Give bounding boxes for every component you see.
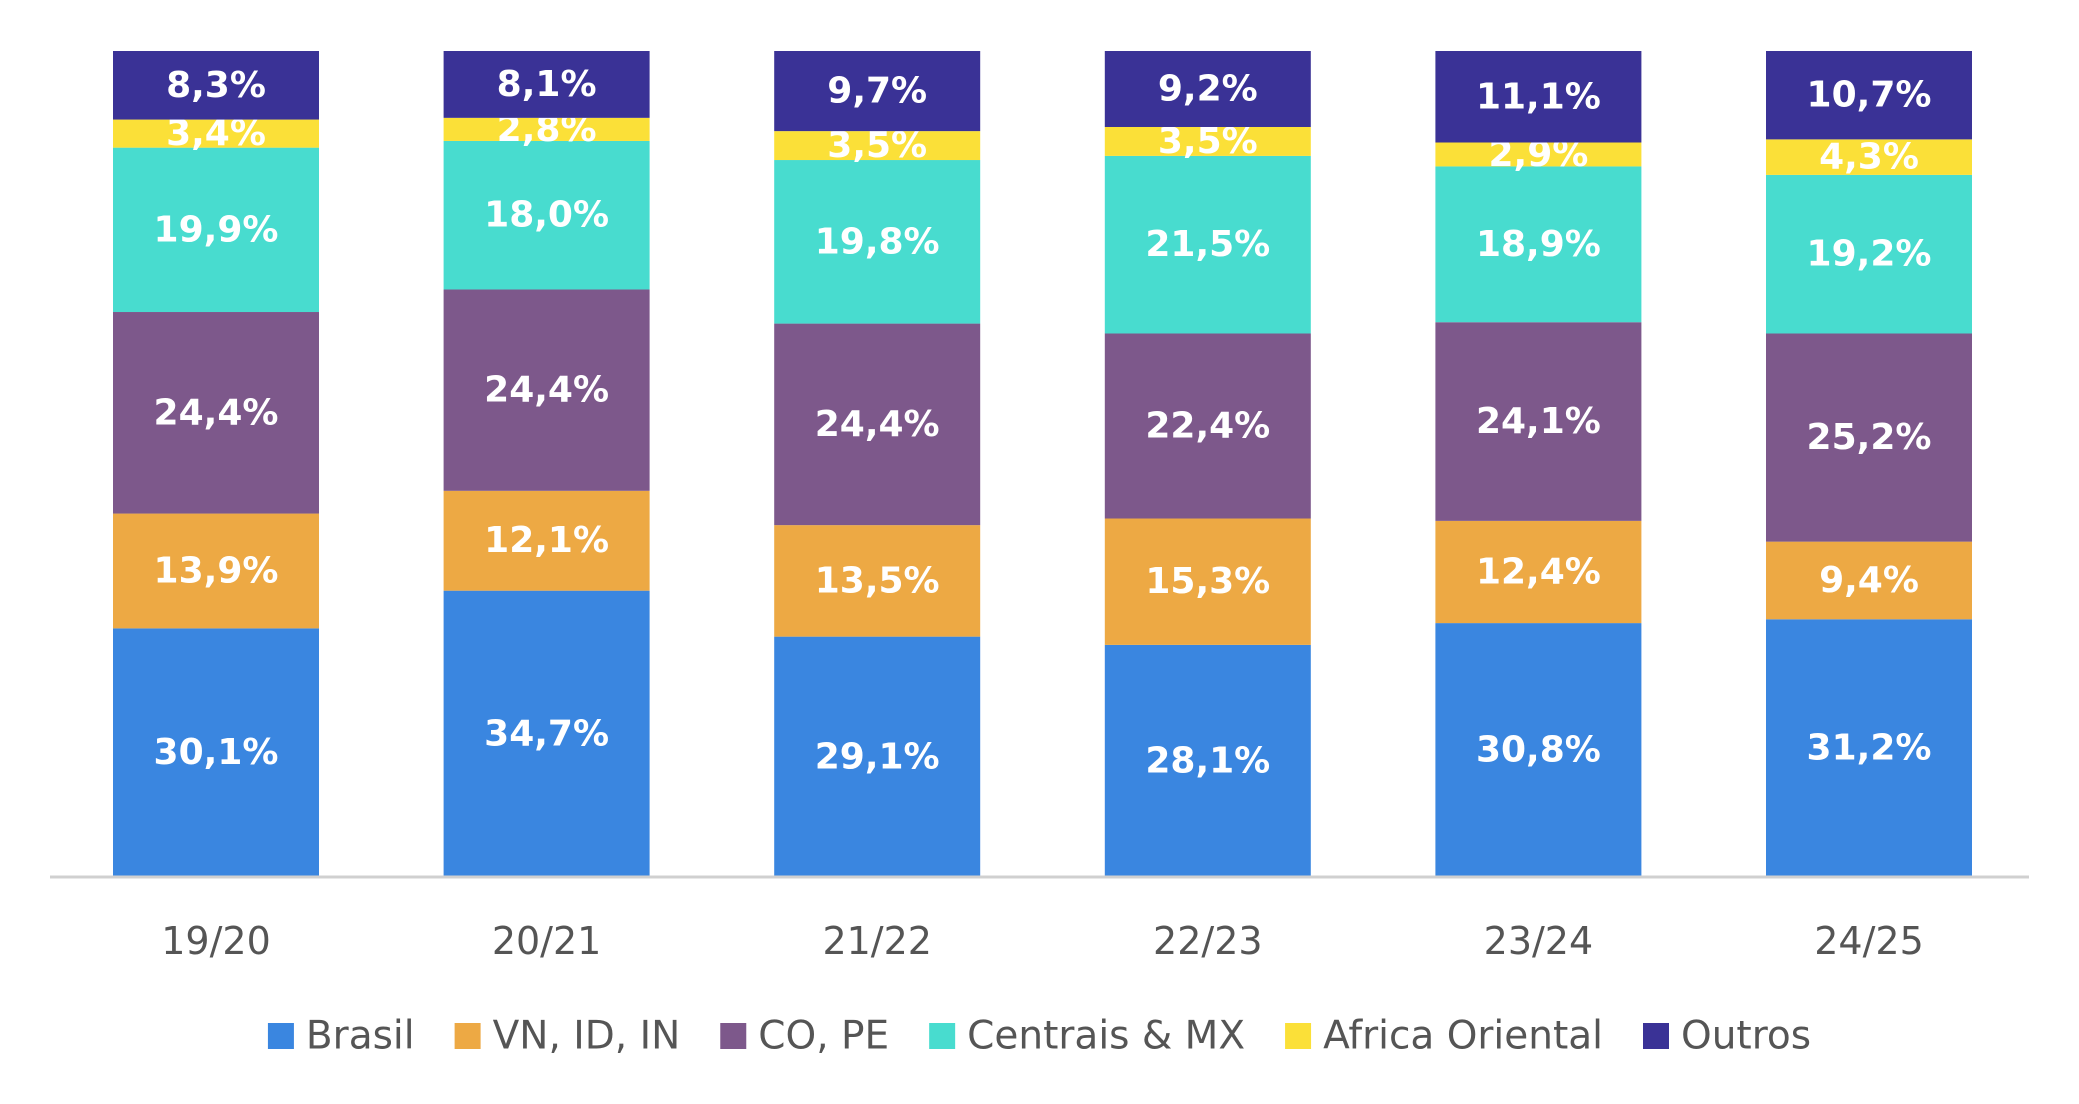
bar-segment-outros-19-20: [113, 51, 319, 120]
data-label-co-pe-21-22: 24,4%: [815, 404, 940, 445]
data-label-brasil-21-22: 29,1%: [815, 736, 940, 777]
legend-item-outros: Outros: [1643, 1014, 1811, 1059]
bar-segment-outros-20-21: [443, 51, 650, 118]
legend-item-centrais-mx: Centrais & MX: [929, 1014, 1245, 1059]
legend-label: CO, PE: [758, 1014, 889, 1059]
legend-item-africa-oriental: Africa Oriental: [1285, 1014, 1603, 1059]
legend-swatch: [454, 1023, 481, 1049]
legend-swatch: [1285, 1023, 1312, 1049]
bar-segment-co-pe-21-22: [774, 323, 981, 526]
bar-segment-brasil-19-20: [113, 628, 319, 877]
bar-segment-centrais-mx-22-23: [1104, 155, 1311, 334]
legend-label: Outros: [1681, 1014, 1811, 1059]
data-label-outros-21-22: 9,7%: [827, 71, 927, 112]
bar-segment-centrais-mx-23-24: [1435, 166, 1642, 323]
bar-segment-brasil-24-25: [1766, 619, 1972, 877]
x-axis-ticks: 19/20 20/21 21/22 22/23 23/24 24/25: [161, 919, 1924, 963]
data-label-co-pe-24-25: 25,2%: [1807, 417, 1932, 458]
bars-group: 30,1% 13,9% 24,4% 19,9% 3,4% 8,3% 34,7% 12,1% 24…: [113, 51, 1972, 877]
data-label-africa-oriental-21-22: 3,5%: [827, 125, 927, 166]
data-label-vn-id-in-20-21: 12,1%: [484, 520, 609, 561]
x-tick-label: 20/21: [492, 919, 602, 963]
bar-segment-outros-24-25: [1766, 51, 1972, 140]
legend-item-brasil: Brasil: [267, 1014, 415, 1059]
data-label-africa-oriental-19-20: 3,4%: [166, 113, 266, 154]
data-label-co-pe-22-23: 22,4%: [1145, 406, 1270, 447]
legend-item-vn-id-in: VN, ID, IN: [454, 1014, 681, 1059]
data-label-brasil-23-24: 30,8%: [1476, 730, 1601, 771]
bar-segment-co-pe-20-21: [443, 289, 650, 491]
bar-segment-brasil-23-24: [1435, 623, 1642, 877]
bar-segment-vn-id-in-23-24: [1435, 520, 1642, 624]
bar-segment-vn-id-in-21-22: [774, 525, 981, 637]
data-label-centrais-mx-24-25: 19,2%: [1807, 234, 1932, 275]
bar-segment-africa-oriental-19-20: [113, 119, 319, 148]
data-label-vn-id-in-23-24: 12,4%: [1476, 551, 1601, 592]
bar-segment-vn-id-in-22-23: [1104, 518, 1311, 645]
bar-segment-brasil-22-23: [1104, 644, 1311, 877]
data-label-outros-22-23: 9,2%: [1158, 68, 1258, 109]
data-label-brasil-24-25: 31,2%: [1807, 728, 1932, 769]
bar-segment-outros-22-23: [1104, 51, 1311, 127]
data-label-vn-id-in-24-25: 9,4%: [1819, 560, 1919, 601]
data-label-vn-id-in-19-20: 13,9%: [154, 550, 279, 591]
data-label-co-pe-19-20: 24,4%: [154, 392, 279, 433]
bar-segment-co-pe-23-24: [1435, 322, 1642, 521]
legend-swatch: [1643, 1023, 1669, 1049]
bar-segment-brasil-20-21: [443, 590, 650, 877]
bar-segment-africa-oriental-24-25: [1766, 139, 1972, 175]
bar-segment-outros-21-22: [774, 51, 981, 132]
legend-label: Centrais & MX: [967, 1014, 1245, 1059]
legend: Brasil VN, ID, IN CO, PE Centrais & MX Afric…: [267, 1014, 1811, 1059]
bar-segment-centrais-mx-20-21: [443, 140, 650, 290]
data-label-brasil-20-21: 34,7%: [484, 713, 609, 754]
legend-label: Africa Oriental: [1323, 1014, 1603, 1059]
bar-segment-africa-oriental-22-23: [1104, 126, 1311, 156]
data-label-centrais-mx-21-22: 19,8%: [815, 221, 940, 262]
legend-item-co-pe: CO, PE: [720, 1014, 889, 1059]
bar-segment-centrais-mx-19-20: [113, 147, 319, 313]
data-label-co-pe-23-24: 24,1%: [1476, 401, 1601, 442]
bar-segment-centrais-mx-24-25: [1766, 174, 1972, 334]
bar-segment-vn-id-in-24-25: [1766, 541, 1972, 620]
bar-segment-co-pe-19-20: [113, 312, 319, 514]
data-label-africa-oriental-22-23: 3,5%: [1158, 121, 1258, 162]
legend-label: VN, ID, IN: [493, 1014, 681, 1059]
data-label-vn-id-in-21-22: 13,5%: [815, 560, 940, 601]
bar-segment-co-pe-24-25: [1766, 333, 1972, 542]
data-label-outros-24-25: 10,7%: [1807, 75, 1932, 116]
data-label-outros-20-21: 8,1%: [497, 64, 597, 105]
data-label-centrais-mx-20-21: 18,0%: [484, 195, 609, 236]
data-label-brasil-22-23: 28,1%: [1145, 740, 1270, 781]
data-label-centrais-mx-19-20: 19,9%: [154, 209, 279, 250]
data-label-centrais-mx-23-24: 18,9%: [1476, 224, 1601, 265]
data-label-co-pe-20-21: 24,4%: [484, 370, 609, 411]
legend-swatch: [720, 1023, 747, 1049]
x-tick-label: 22/23: [1153, 919, 1263, 963]
data-label-outros-23-24: 11,1%: [1476, 76, 1601, 117]
bar-segment-outros-23-24: [1435, 51, 1642, 143]
legend-label: Brasil: [306, 1014, 415, 1059]
x-tick-label: 21/22: [822, 919, 932, 963]
data-label-centrais-mx-22-23: 21,5%: [1145, 224, 1270, 265]
x-tick-label: 19/20: [161, 919, 271, 963]
legend-swatch: [929, 1023, 956, 1049]
legend-swatch: [267, 1023, 294, 1049]
data-label-africa-oriental-24-25: 4,3%: [1819, 137, 1919, 178]
bar-segment-brasil-21-22: [774, 636, 981, 877]
x-tick-label: 23/24: [1484, 919, 1594, 963]
bar-segment-africa-oriental-23-24: [1435, 142, 1642, 167]
bar-segment-centrais-mx-21-22: [774, 160, 981, 324]
data-label-brasil-19-20: 30,1%: [154, 732, 279, 773]
data-label-vn-id-in-22-23: 15,3%: [1145, 561, 1270, 602]
bar-segment-vn-id-in-19-20: [113, 513, 319, 629]
bar-segment-africa-oriental-21-22: [774, 131, 981, 161]
bar-segment-africa-oriental-20-21: [443, 117, 650, 141]
bar-segment-vn-id-in-20-21: [443, 490, 650, 591]
x-tick-label: 24/25: [1814, 919, 1924, 963]
bar-segment-co-pe-22-23: [1104, 333, 1311, 519]
data-label-outros-19-20: 8,3%: [166, 65, 266, 106]
